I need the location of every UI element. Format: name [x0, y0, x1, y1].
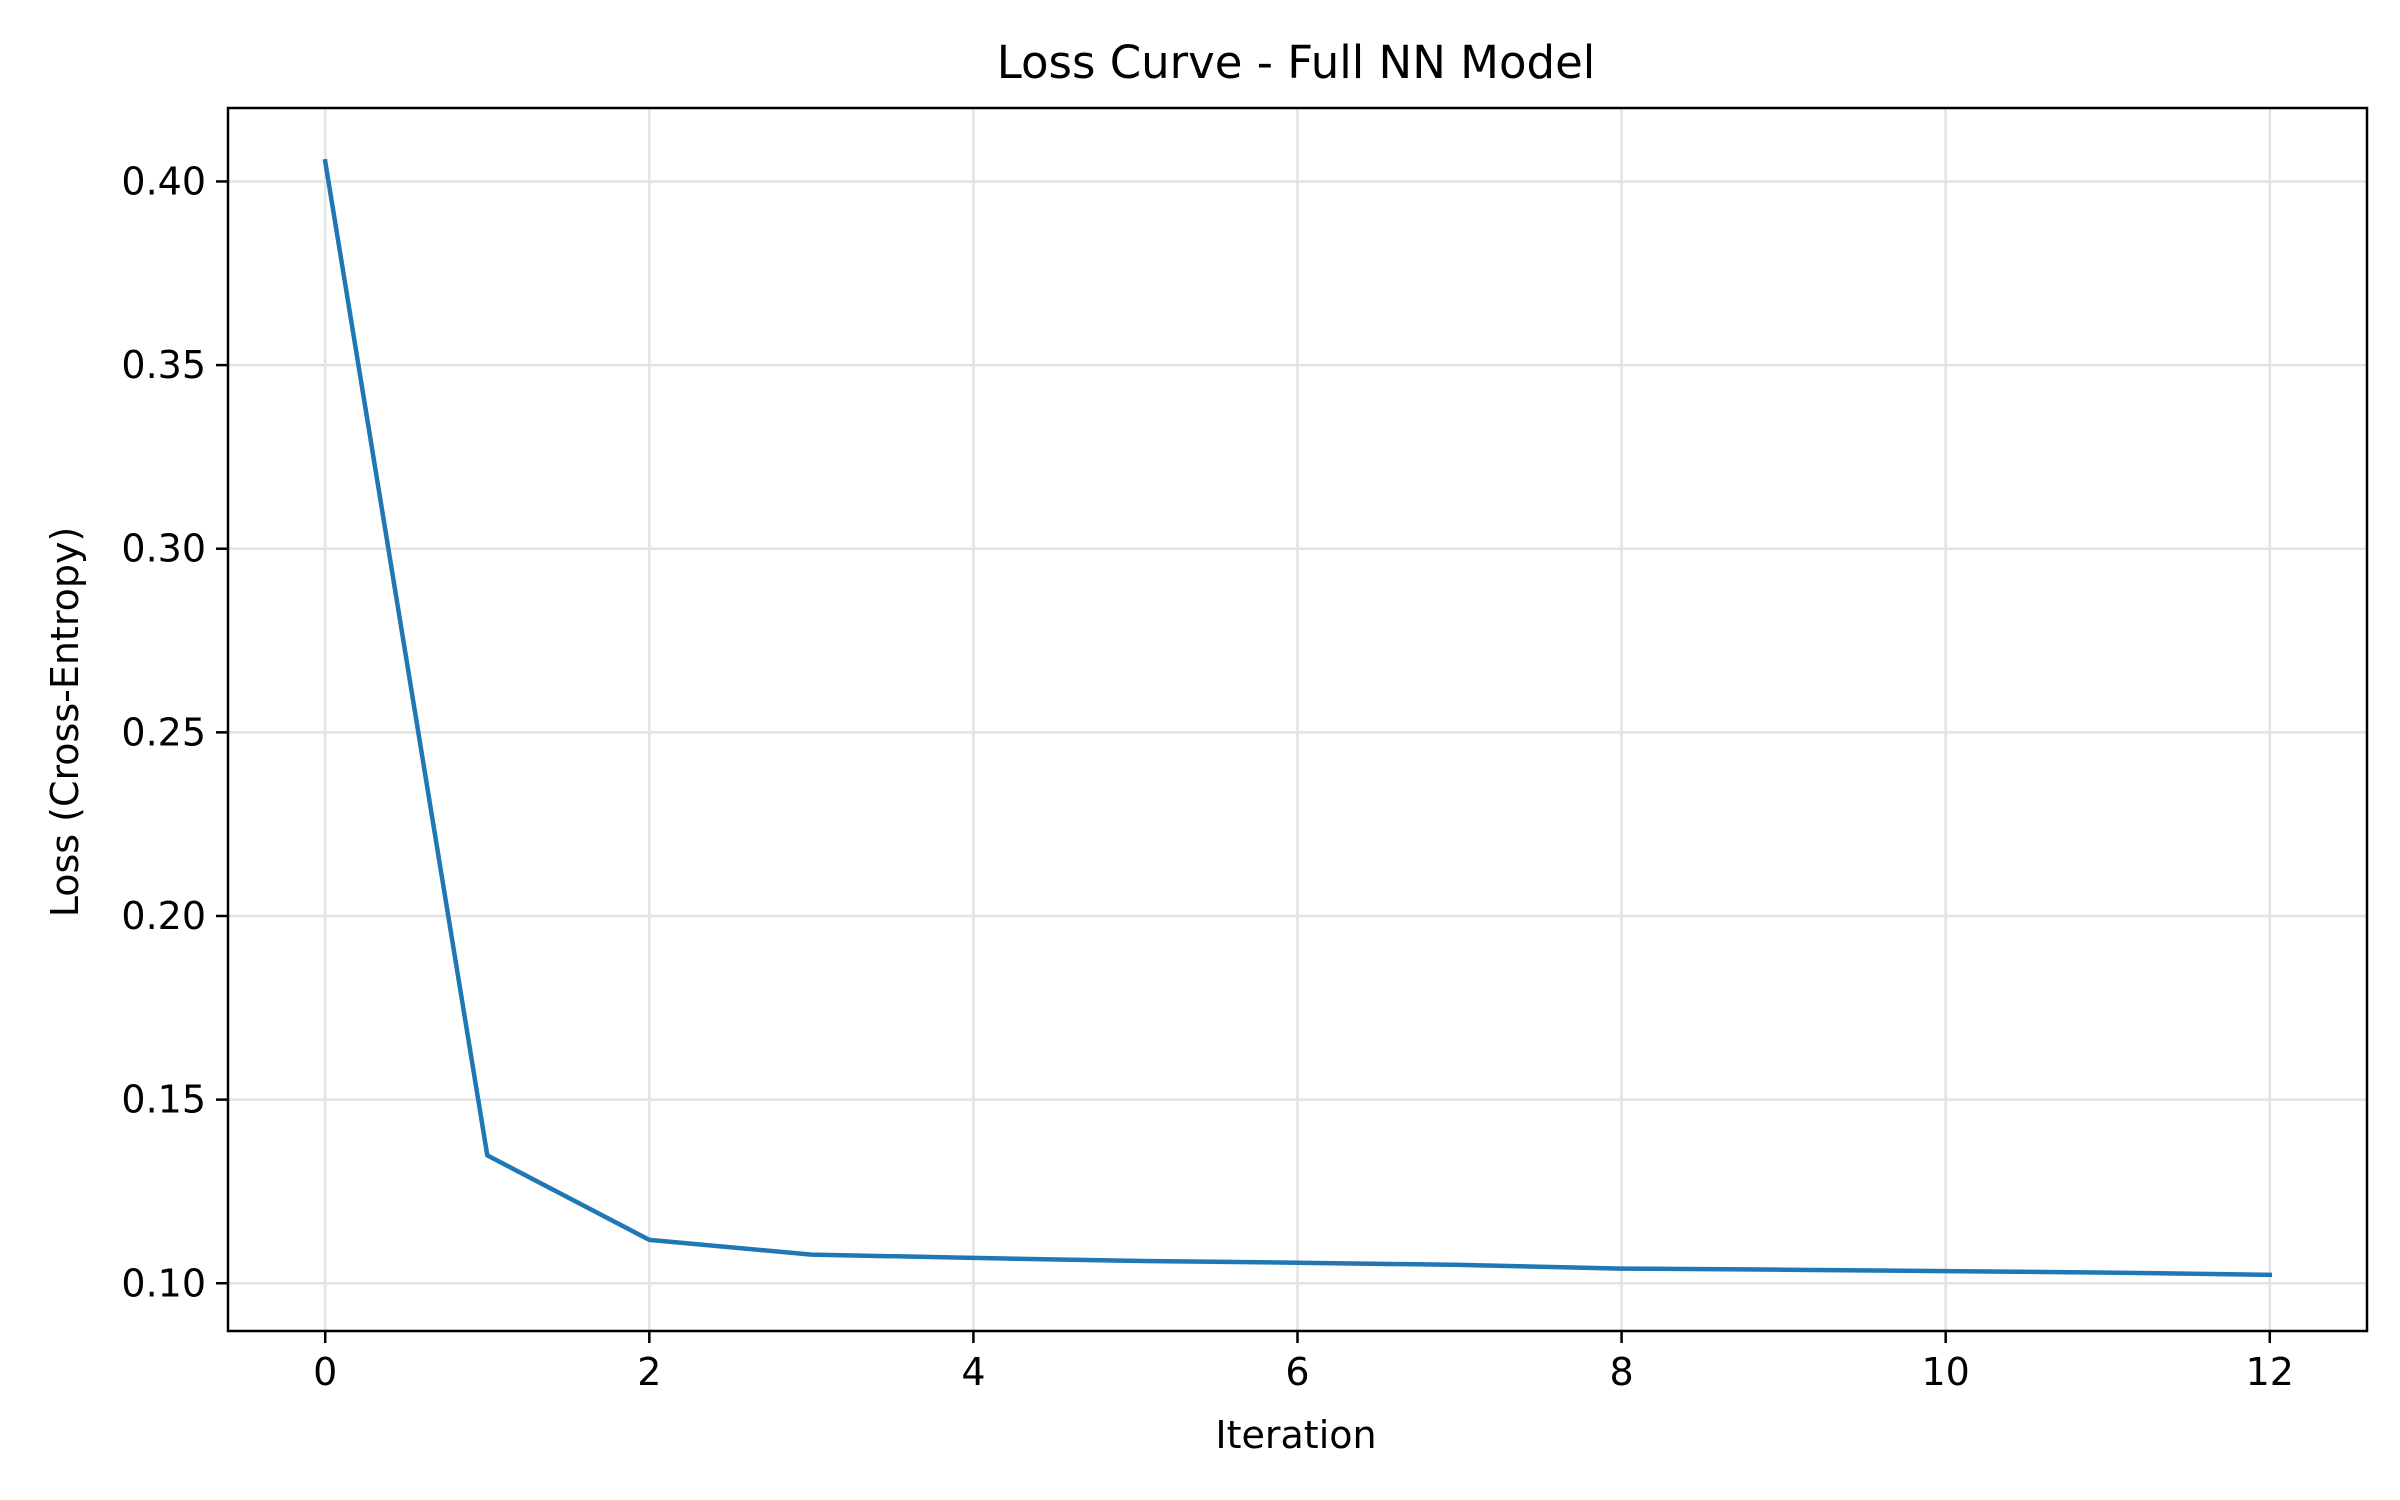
x-tick-label: 4	[961, 1350, 985, 1394]
y-axis-label: Loss (Cross-Entropy)	[43, 527, 87, 918]
loss-series-line	[322, 158, 2273, 1278]
series-layer	[322, 158, 2273, 1278]
y-tick-label: 0.20	[121, 894, 206, 938]
x-tick-label: 0	[313, 1350, 337, 1394]
grid-lines	[228, 108, 2367, 1331]
x-tick-label: 2	[637, 1350, 661, 1394]
x-tick-label: 8	[1609, 1350, 1633, 1394]
y-tick-label: 0.25	[121, 710, 206, 754]
x-tick-label: 12	[2246, 1350, 2294, 1394]
y-tick-label: 0.40	[121, 159, 206, 203]
x-axis-ticks: 0 2 4 6 8 10 12	[313, 1331, 2294, 1394]
x-tick-label: 10	[1922, 1350, 1970, 1394]
y-tick-label: 0.35	[121, 343, 206, 387]
x-tick-label: 6	[1285, 1350, 1309, 1394]
x-axis-label: Iteration	[1215, 1413, 1376, 1457]
y-tick-label: 0.30	[121, 527, 206, 571]
y-axis-ticks: 0.10 0.15 0.20 0.25 0.30 0.35 0.40	[121, 159, 228, 1305]
y-tick-label: 0.10	[121, 1261, 206, 1305]
chart-title: Loss Curve - Full NN Model	[997, 36, 1596, 89]
y-tick-label: 0.15	[121, 1078, 206, 1122]
